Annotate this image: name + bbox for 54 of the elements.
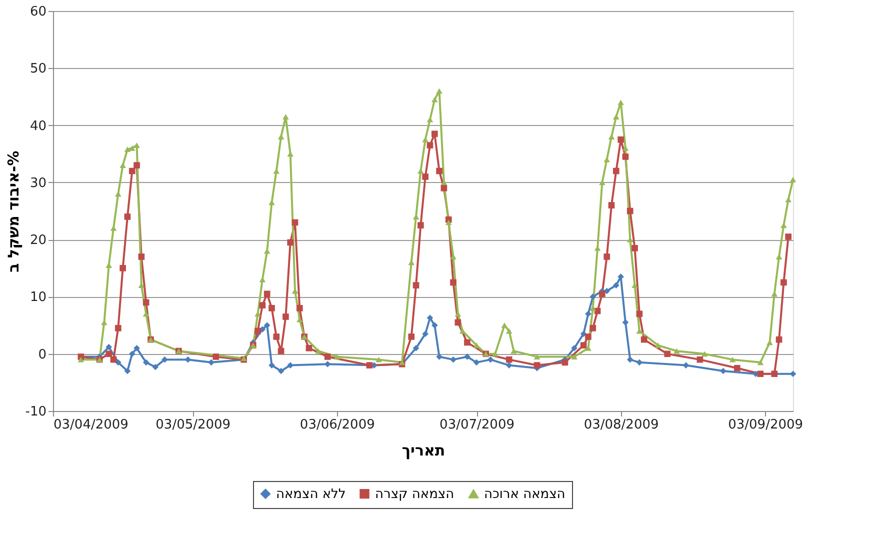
point [431,322,438,328]
point [571,344,578,352]
point [473,359,480,366]
point [464,354,470,360]
point [152,364,159,370]
point [324,360,331,368]
y-tick-label: 30 [30,176,46,191]
x-axis-title: תאריך [402,442,446,460]
point [124,368,131,374]
point [268,362,275,368]
legend-label: הצמאה ארוכה [484,487,566,502]
point [790,370,796,378]
point [590,294,596,300]
x-tick-label: 03/07/2009 [440,418,514,432]
point [720,368,726,374]
point [622,319,629,326]
point [450,356,456,363]
point [506,362,512,368]
point [585,310,592,318]
y-tick-label: 20 [30,233,46,248]
point [106,344,112,350]
point [128,350,136,358]
x-tick-label: 03/05/2009 [156,418,231,432]
legend-label: הצמאה קצרה [375,486,454,502]
x-tick-label: 03/06/2009 [300,418,375,432]
y-tick-label: 0 [38,347,46,362]
y-tick-label: -10 [25,404,46,420]
point [114,359,122,366]
y-tick-label: 40 [30,118,46,134]
x-tick-label: 03/04/2009 [54,418,128,432]
point [184,356,192,363]
point [436,354,442,360]
y-tick-label: 60 [30,4,46,20]
point [287,362,294,368]
point [682,362,690,368]
point [142,359,150,366]
y-tick-label: 10 [30,290,46,306]
legend-label: ללא הצמאה [276,486,346,502]
point [626,356,634,363]
point [487,356,494,363]
x-tick-label: 03/09/2009 [728,418,804,432]
point [426,314,434,322]
x-tick-label: 03/08/2009 [584,418,659,432]
y-tick-label: 50 [30,62,46,77]
y-axis-title: איבוד משקל ב-% [4,150,22,272]
point [412,344,420,352]
point [264,322,270,328]
point [278,368,284,374]
point [208,359,214,366]
point [162,356,168,363]
point [134,344,140,352]
point [422,330,428,338]
point [636,359,643,366]
point [612,282,620,288]
